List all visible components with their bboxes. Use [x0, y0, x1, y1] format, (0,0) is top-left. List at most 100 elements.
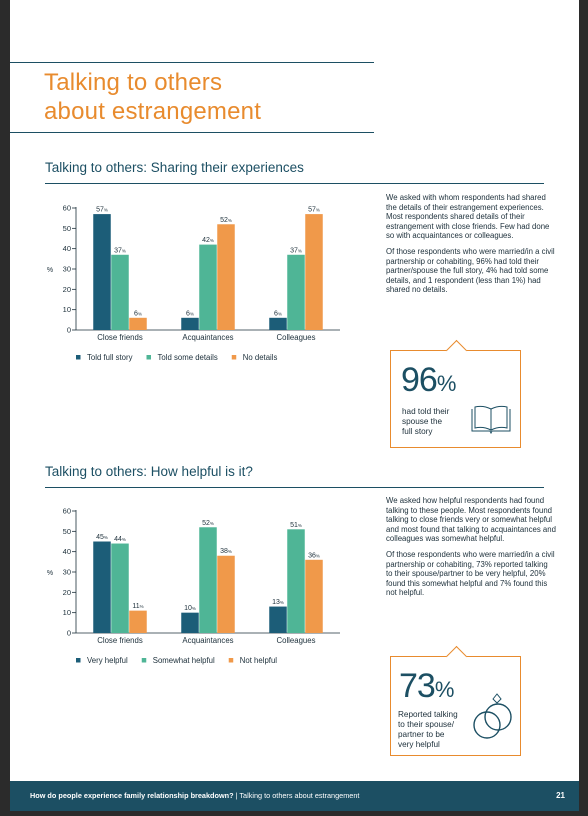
sharing-experiences-chart: % 0 10 20 30 40 50 60 57% 37% 6% Close friends 6% 42%…	[47, 204, 340, 362]
callout-notch	[445, 339, 468, 362]
page-number: 21	[556, 791, 565, 800]
x-category-label: Close friends	[97, 636, 143, 645]
footer-report-title: How do people experience family relation…	[30, 791, 234, 800]
y-tick-label: 60	[63, 507, 71, 516]
y-tick-label: 20	[63, 285, 71, 294]
bar	[199, 244, 217, 330]
bar-value-label: 57%	[96, 207, 108, 214]
section1-para2: Of those respondents who were married/in…	[386, 246, 555, 295]
bar-value-label: 44%	[114, 536, 126, 543]
page-title-line2: about estrangement	[44, 98, 262, 125]
y-tick-label: 40	[63, 547, 71, 556]
bar-value-label: 6%	[134, 310, 142, 317]
bar-value-label: 57%	[308, 207, 320, 214]
bar	[217, 224, 235, 330]
y-tick-label: 30	[63, 265, 71, 274]
section1-heading: Talking to others: Sharing their experie…	[45, 160, 304, 175]
bar	[181, 317, 199, 330]
y-tick-label: 60	[63, 204, 71, 213]
bar-value-label: 13%	[272, 599, 284, 606]
section2-para1: We asked how helpful respondents had fou…	[386, 496, 556, 544]
bar	[269, 606, 287, 633]
bar	[305, 559, 323, 633]
bar	[181, 612, 199, 633]
legend-label: Told full story	[87, 353, 133, 362]
y-tick-label: 0	[67, 629, 71, 638]
legend-label: Somewhat helpful	[153, 656, 215, 665]
section1-rule	[45, 183, 544, 184]
bar	[129, 317, 147, 330]
bar-value-label: 37%	[114, 247, 126, 254]
y-tick-label: 10	[63, 608, 71, 617]
report-page: Talking to others about estrangement Tal…	[10, 0, 579, 811]
x-category-label: Close friends	[97, 333, 143, 342]
y-axis-label: %	[47, 267, 53, 274]
section2-rule	[45, 487, 544, 488]
callout-stat-value: 96	[401, 361, 438, 399]
bar-value-label: 45%	[96, 534, 108, 541]
legend-label: Very helpful	[87, 656, 128, 665]
callout-text: Reported talking to their spouse/ partne…	[398, 710, 458, 750]
legend-swatch	[141, 658, 147, 663]
bar-value-label: 52%	[202, 520, 214, 527]
legend-label: No details	[243, 353, 278, 362]
y-tick-label: 50	[63, 527, 71, 536]
footer-title: How do people experience family relation…	[30, 791, 359, 800]
callout-stat: 96%	[401, 361, 457, 400]
footer-section: Talking to others about estrangement	[239, 791, 360, 800]
bar-value-label: 42%	[202, 237, 214, 244]
y-tick-label: 30	[63, 568, 71, 577]
footer-bar: How do people experience family relation…	[10, 781, 579, 811]
legend-swatch	[76, 355, 81, 360]
bar	[111, 254, 129, 330]
y-axis-label: %	[47, 570, 53, 577]
callout-stat-value: 73	[399, 667, 436, 705]
helpfulness-chart: % 0 10 20 30 40 50 60 45% 44% 11% Close friends 10% 5…	[47, 507, 340, 665]
legend-label: Told some details	[158, 353, 218, 362]
callout-stat-unit: %	[436, 371, 457, 396]
full-story-callout: 96% had told their spouse the full story	[390, 339, 521, 448]
callout-text-line: very helpful	[398, 740, 440, 749]
bar	[93, 214, 111, 330]
bar-value-label: 10%	[184, 605, 196, 612]
legend-swatch	[146, 355, 151, 360]
callout-stat: 73%	[399, 667, 455, 706]
y-tick-label: 50	[63, 224, 71, 233]
bar-value-label: 38%	[220, 548, 232, 555]
y-tick-label: 0	[67, 326, 71, 335]
callout-text-line: partner to be	[398, 730, 445, 739]
section1-text: We asked with whom respondents had share…	[386, 193, 556, 301]
bar	[111, 543, 129, 633]
y-tick-label: 20	[63, 588, 71, 597]
bar	[287, 254, 305, 330]
x-category-label: Colleagues	[276, 333, 315, 342]
wedding-rings-icon	[473, 693, 512, 739]
bar	[287, 529, 305, 633]
bar	[93, 541, 111, 633]
footer-separator: |	[233, 791, 240, 800]
callout-text-line: spouse the	[402, 417, 443, 426]
section2-para2: Of those respondents who were married/in…	[386, 549, 555, 598]
callout-text-line: to their spouse/	[398, 720, 454, 729]
bar-value-label: 36%	[308, 552, 320, 559]
bar-value-label: 37%	[290, 247, 302, 254]
legend-label: Not helpful	[240, 656, 278, 665]
y-tick-label: 40	[63, 244, 71, 253]
bar-value-label: 51%	[290, 522, 302, 529]
legend-swatch	[76, 658, 81, 663]
bar	[269, 317, 287, 330]
callout-stat-unit: %	[434, 677, 455, 702]
callout-text: had told their spouse the full story	[402, 407, 449, 437]
very-helpful-callout: 73% Reported talking to their spouse/ pa…	[390, 645, 521, 756]
bar-value-label: 6%	[186, 310, 194, 317]
callout-notch	[445, 645, 468, 668]
x-category-label: Acquaintances	[182, 636, 233, 645]
bar-value-label: 6%	[274, 310, 282, 317]
x-category-label: Colleagues	[276, 636, 315, 645]
bar	[199, 527, 217, 633]
callout-text-line: had told their	[402, 407, 450, 416]
page-title: Talking to others about estrangement	[44, 68, 261, 126]
title-bottom-rule	[10, 132, 374, 133]
open-book-icon	[471, 405, 511, 435]
legend-swatch	[231, 355, 237, 360]
